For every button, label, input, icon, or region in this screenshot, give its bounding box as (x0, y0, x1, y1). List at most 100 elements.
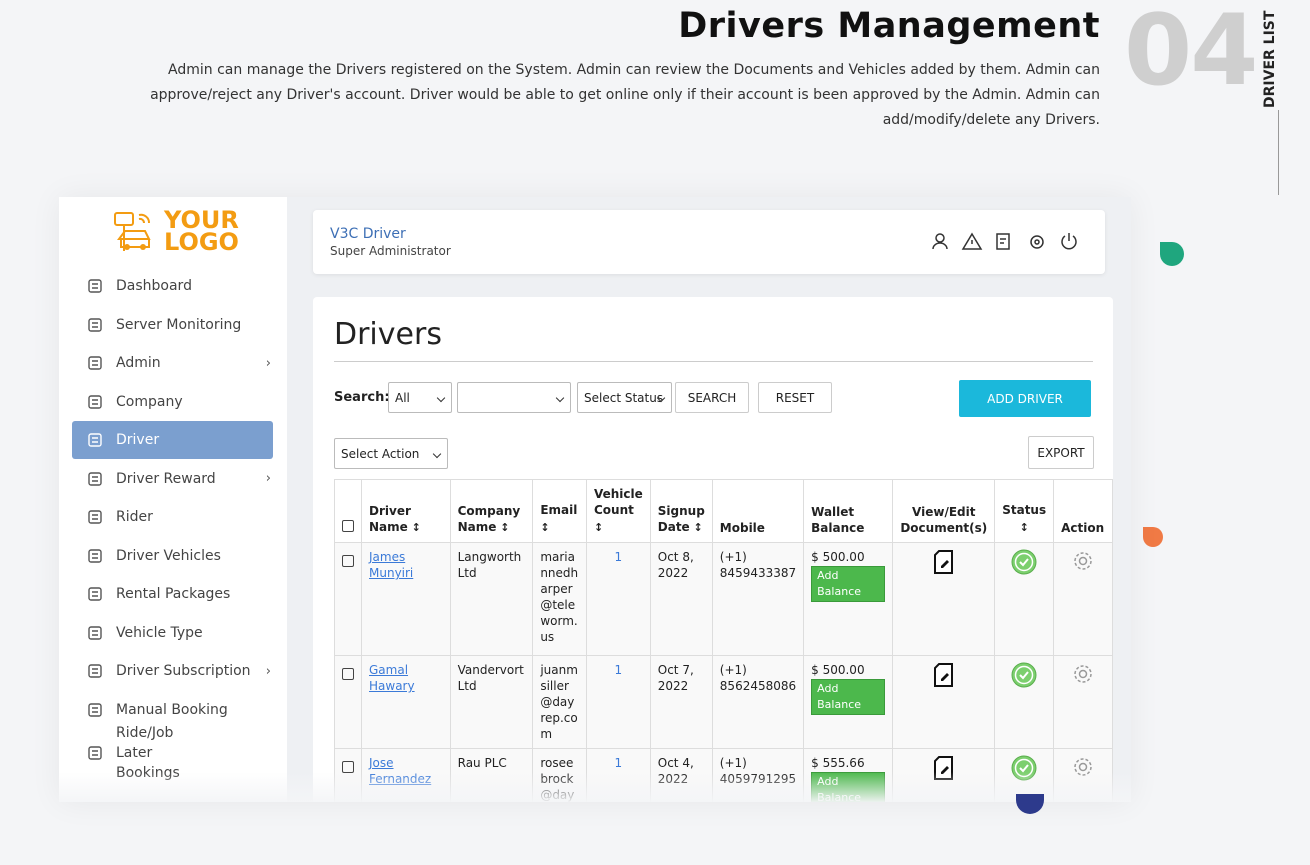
sort-icon (408, 520, 421, 534)
add-balance-button[interactable]: Add Balance (811, 679, 886, 715)
submenu-chevron: › (265, 471, 271, 486)
panel-title: Drivers (334, 317, 442, 352)
column-header: Action (1053, 479, 1113, 543)
menu-icon (88, 664, 102, 678)
submenu-chevron: › (265, 663, 271, 679)
decor-dot (1160, 242, 1184, 266)
vehicle-count[interactable]: 1 (585, 655, 651, 749)
menu-icon (88, 587, 102, 601)
menu-label: Driver (116, 432, 160, 448)
email: mariannedharper@teleworm.us (532, 542, 587, 656)
menu-item[interactable]: Rental Packages (72, 575, 273, 613)
logo-line: YOUR (164, 206, 239, 234)
checkbox[interactable] (342, 520, 354, 532)
action-icon[interactable] (1071, 662, 1095, 686)
signup-date: Oct 7, 2022 (649, 655, 713, 749)
reset-button[interactable]: RESET (758, 382, 832, 413)
table-body: James Munyiri Langworth Ltd mariannedharpe… (334, 542, 1113, 802)
menu-item[interactable]: Dashboard (72, 267, 273, 305)
menu-item[interactable]: Rider (72, 498, 273, 536)
menu-icon (88, 625, 102, 640)
logo-line: LOGO (164, 228, 239, 256)
mobile: (+1) 8459433387 (711, 542, 805, 656)
column-header: Status (994, 479, 1055, 543)
driver-name[interactable]: James Munyiri (369, 550, 414, 580)
decor-dot (1016, 794, 1044, 814)
menu-item[interactable]: Ride/Job Later Bookings (72, 725, 273, 781)
logo-icon (114, 212, 151, 251)
balance: $ 500.00 (811, 550, 865, 564)
column-header: Email (532, 479, 587, 543)
menu-item[interactable]: Driver Reward › (72, 460, 273, 498)
search-button[interactable]: SEARCH (675, 382, 749, 413)
menu-icon (88, 746, 102, 760)
sort-icon (540, 520, 549, 534)
menu-label: Rental Packages (116, 586, 231, 602)
company: Langworth Ltd (449, 542, 534, 656)
add-balance-button[interactable]: Add Balance (811, 566, 886, 602)
column-label: Vehicle Count (593, 487, 643, 517)
sort-icon (690, 520, 703, 534)
search-input[interactable] (457, 382, 571, 413)
menu-icon (88, 433, 102, 447)
action-select[interactable]: Select Action (334, 438, 448, 469)
mobile: (+1) 8562458086 (711, 655, 805, 749)
column-label: Mobile (719, 521, 765, 535)
vehicle-count[interactable]: 1 (585, 542, 651, 656)
driver-name[interactable]: Gamal Hawary (369, 663, 415, 693)
menu-item[interactable]: Company (72, 383, 273, 421)
menu-label: Vehicle Type (116, 624, 203, 641)
column-label: Company Name (457, 504, 521, 534)
checkbox[interactable] (342, 668, 354, 680)
column-header: Signup Date (649, 479, 713, 543)
table-row: Gamal Hawary Vandervort Ltd juanmsiller@da… (334, 655, 1113, 749)
email: juanmsiller@dayrep.com (532, 655, 587, 749)
status-icon[interactable] (1011, 662, 1037, 688)
document-icon[interactable] (932, 662, 956, 688)
side-label: DRIVER LIST (1262, 10, 1278, 108)
column-label: Driver Name (369, 504, 411, 534)
menu-item[interactable]: Admin › (72, 344, 273, 382)
column-label: Signup Date (657, 504, 705, 534)
menu-icon (88, 548, 102, 563)
menu-item[interactable]: Driver Vehicles (72, 537, 273, 575)
menu-item[interactable]: Vehicle Type (72, 614, 273, 652)
menu-item[interactable]: Driver (72, 421, 273, 459)
menu-icon (88, 510, 102, 524)
menu-item[interactable]: Server Monitoring (72, 306, 273, 344)
search-field-select[interactable]: All (388, 382, 452, 413)
action (1053, 542, 1113, 656)
action (1053, 655, 1113, 749)
menu-icon (88, 471, 102, 486)
cell (334, 655, 362, 749)
drivers-panel: Drivers Search: All Select Status SEARCH… (313, 297, 1113, 802)
column-header: Mobile (711, 479, 805, 543)
menu-label: Dashboard (116, 278, 192, 294)
column-label: Action (1061, 521, 1105, 535)
menu-item[interactable]: Driver Subscription › (72, 652, 273, 690)
document-icon[interactable] (932, 549, 956, 575)
status (994, 655, 1055, 749)
checkbox[interactable] (342, 555, 354, 567)
status-select[interactable]: Select Status (577, 382, 672, 413)
export-button[interactable]: EXPORT (1028, 436, 1094, 469)
decor-dot (1143, 527, 1163, 547)
table-row: James Munyiri Langworth Ltd mariannedharpe… (334, 542, 1113, 656)
add-driver-button[interactable]: ADD DRIVER (959, 380, 1091, 417)
status-icon[interactable] (1011, 549, 1037, 575)
company: Vandervort Ltd (449, 655, 534, 749)
wallet: $ 500.00 Add Balance (803, 655, 894, 749)
action-icon[interactable] (1071, 549, 1095, 573)
menu-icon (88, 394, 102, 409)
menu-label: Driver Subscription (116, 663, 251, 679)
menu-item[interactable]: Manual Booking (72, 691, 273, 729)
bottom-fade (59, 772, 1131, 802)
signup-date: Oct 8, 2022 (649, 542, 713, 656)
column-header: Driver Name (361, 479, 451, 543)
description: Admin can manage the Drivers registered … (150, 62, 1100, 128)
column-header: Wallet Balance (803, 479, 894, 543)
menu-icon (88, 702, 102, 717)
sort-icon (594, 520, 603, 534)
page-title: Drivers Management (678, 6, 1100, 46)
